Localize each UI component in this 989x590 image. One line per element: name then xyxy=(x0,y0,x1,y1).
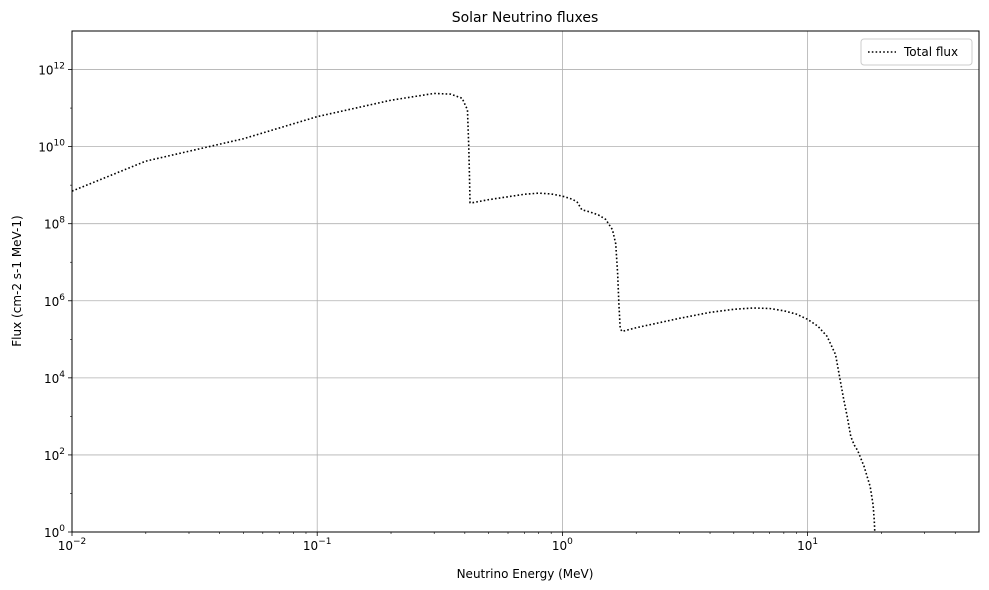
y-tick-label: 108 xyxy=(44,216,65,232)
plot-frame xyxy=(71,30,980,533)
x-tick-label: 10−2 xyxy=(58,537,87,553)
x-tick-label: 10−1 xyxy=(303,537,332,553)
y-axis-label: Flux (cm-2 s-1 MeV-1) xyxy=(10,215,24,346)
legend: Total flux xyxy=(860,38,973,66)
y-tick-label: 104 xyxy=(44,370,65,386)
y-tick-label: 100 xyxy=(44,524,65,540)
x-axis-label: Neutrino Energy (MeV) xyxy=(457,567,594,581)
legend-box xyxy=(860,38,973,66)
y-tick-label: 1012 xyxy=(38,62,65,78)
y-tick-label: 102 xyxy=(44,447,65,463)
tick-labels: 10−2 10−1 100 101 100 102 104 106 108 1010 1012 xyxy=(38,62,818,553)
x-tick-label: 101 xyxy=(797,537,818,553)
ticks xyxy=(68,69,956,536)
x-tick-label: 100 xyxy=(552,537,573,553)
series-layer xyxy=(71,92,876,533)
chart-title: Solar Neutrino fluxes xyxy=(452,10,599,26)
legend-label-total-flux: Total flux xyxy=(903,45,958,59)
y-tick-label: 1010 xyxy=(38,139,65,155)
series-line-total-flux xyxy=(71,92,876,533)
y-tick-label: 106 xyxy=(44,293,65,309)
